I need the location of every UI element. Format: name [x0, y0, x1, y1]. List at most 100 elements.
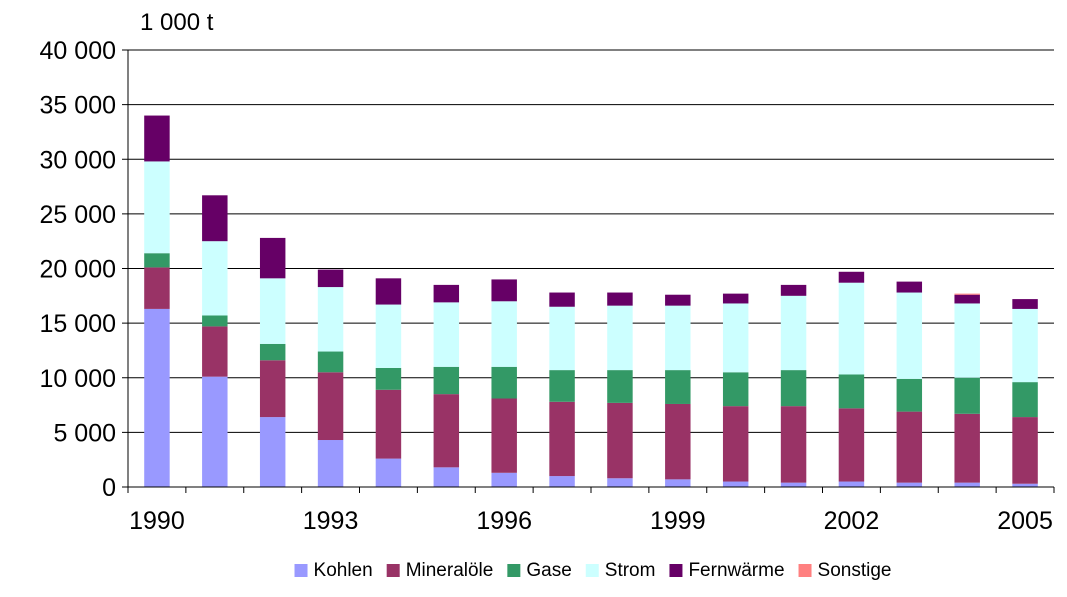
- y-tick-label: 35 000: [40, 92, 116, 120]
- y-tick-label: 0: [102, 474, 116, 502]
- x-tick-label: 1999: [650, 507, 706, 535]
- y-tick-label: 10 000: [40, 365, 116, 393]
- bar-segment-gase-2003: [896, 378, 923, 412]
- bar-segment-fernw-rme-1998: [607, 292, 633, 306]
- bar-segment-fernw-rme-1993: [317, 269, 344, 288]
- bar-segment-mineral-le-1997: [549, 401, 575, 477]
- bar-segment-fernw-rme-1997: [549, 292, 575, 307]
- bar-segment-kohlen-1996: [491, 472, 517, 487]
- legend-swatch: [507, 564, 521, 577]
- bar-segment-strom-1991: [202, 241, 228, 316]
- legend-item-sonstige: Sonstige: [798, 560, 892, 581]
- bar-segment-gase-2005: [1012, 382, 1038, 418]
- bar-segment-fernw-rme-1996: [491, 279, 517, 302]
- bar-segment-fernw-rme-2004: [954, 294, 980, 304]
- bar-segment-fernw-rme-2001: [780, 284, 807, 296]
- bar-segment-kohlen-2005: [1012, 483, 1038, 487]
- bar-segment-strom-2001: [780, 295, 807, 371]
- bar-segment-strom-1999: [665, 305, 691, 371]
- legend-label: Strom: [605, 560, 656, 581]
- bar-segment-kohlen-1994: [375, 458, 402, 487]
- bar-segment-mineral-le-1995: [433, 394, 460, 468]
- bar-segment-gase-1999: [665, 370, 691, 404]
- x-tick-label: 1990: [129, 507, 185, 535]
- legend-label: Mineralöle: [406, 560, 494, 581]
- bar-segment-kohlen-1992: [259, 417, 286, 487]
- bar-segment-gase-1994: [375, 367, 402, 390]
- bar-segment-strom-1994: [375, 304, 402, 368]
- legend-item-fernw-rme: Fernwärme: [669, 560, 785, 581]
- bars: [144, 115, 1038, 487]
- bar-segment-gase-2000: [722, 372, 749, 407]
- bar-segment-mineral-le-1992: [259, 360, 286, 418]
- bar-segment-fernw-rme-1995: [433, 284, 460, 303]
- legend-label: Fernwärme: [688, 560, 784, 581]
- bar-segment-gase-1995: [433, 366, 460, 395]
- bar-segment-fernw-rme-2000: [722, 293, 749, 304]
- legend-item-mineral-le: Mineralöle: [386, 560, 494, 581]
- bar-segment-sonstige-2004: [954, 293, 980, 295]
- legend-label: Kohlen: [314, 560, 373, 581]
- legend: Kohlen Mineralöle Gase Strom Fernwärme Sonsti…: [294, 560, 892, 581]
- bar-segment-gase-1992: [259, 343, 286, 361]
- bar-segment-strom-2000: [722, 303, 749, 373]
- bar-segment-gase-1993: [317, 351, 344, 373]
- bar-segment-gase-2001: [780, 370, 807, 407]
- y-tick-label: 15 000: [40, 310, 116, 338]
- bar-segment-fernw-rme-1999: [665, 294, 691, 306]
- y-axis-unit-label: 1 000 t: [140, 9, 214, 36]
- legend-swatch: [294, 564, 308, 577]
- bar-segment-gase-1998: [607, 370, 633, 403]
- bar-segment-strom-1998: [607, 305, 633, 371]
- y-tick-label: 40 000: [40, 37, 116, 65]
- bar-segment-mineral-le-1996: [491, 398, 517, 473]
- bar-segment-mineral-le-1991: [202, 326, 228, 377]
- bar-segment-mineral-le-1999: [665, 403, 691, 480]
- bar-segment-mineral-le-1998: [607, 402, 633, 479]
- bar-segment-kohlen-2002: [838, 481, 865, 487]
- axes: 0 5 000 10 000 15 000 20 000 25 000 30 000 35 0…: [40, 37, 1055, 535]
- bar-segment-fernw-rme-1994: [375, 278, 402, 305]
- x-tick-label: 2005: [997, 507, 1053, 535]
- bar-segment-kohlen-1995: [433, 467, 460, 487]
- bar-segment-strom-1993: [317, 287, 344, 352]
- legend-item-gase: Gase: [507, 560, 572, 581]
- bar-segment-mineral-le-2004: [954, 413, 980, 483]
- bar-segment-fernw-rme-1990: [144, 115, 170, 162]
- bar-segment-strom-2002: [838, 282, 865, 375]
- y-tick-label: 30 000: [40, 146, 116, 174]
- bar-segment-kohlen-2004: [954, 482, 980, 487]
- legend-label: Gase: [526, 560, 571, 581]
- legend-label: Sonstige: [818, 560, 892, 581]
- bar-segment-kohlen-1999: [665, 479, 691, 487]
- bar-segment-mineral-le-2002: [838, 408, 865, 482]
- bar-segment-kohlen-2003: [896, 482, 923, 487]
- bar-segment-gase-1997: [549, 370, 575, 402]
- y-tick-label: 20 000: [40, 256, 116, 284]
- bar-segment-strom-2003: [896, 292, 923, 379]
- bar-segment-strom-2004: [954, 303, 980, 378]
- bar-segment-fernw-rme-1991: [202, 195, 228, 242]
- legend-item-kohlen: Kohlen: [294, 560, 373, 581]
- bar-segment-strom-1995: [433, 302, 460, 367]
- bar-segment-kohlen-1991: [202, 376, 228, 487]
- bar-segment-mineral-le-2000: [722, 406, 749, 482]
- x-tick-label: 2002: [824, 507, 880, 535]
- legend-swatch: [386, 564, 400, 577]
- bar-segment-kohlen-2001: [780, 482, 807, 487]
- bar-segment-strom-1997: [549, 306, 575, 371]
- bar-segment-gase-1990: [144, 253, 170, 268]
- bar-segment-fernw-rme-2003: [896, 281, 923, 293]
- bar-segment-strom-2005: [1012, 308, 1038, 383]
- bar-segment-gase-2004: [954, 377, 980, 414]
- bar-segment-mineral-le-2005: [1012, 417, 1038, 484]
- bar-segment-mineral-le-1990: [144, 267, 170, 309]
- y-tick-label: 25 000: [40, 201, 116, 229]
- legend-swatch: [798, 564, 812, 577]
- legend-swatch: [585, 564, 599, 577]
- bar-segment-fernw-rme-1992: [259, 237, 286, 279]
- bar-segment-mineral-le-2003: [896, 411, 923, 483]
- bar-segment-strom-1992: [259, 278, 286, 344]
- bar-segment-fernw-rme-2002: [838, 271, 865, 283]
